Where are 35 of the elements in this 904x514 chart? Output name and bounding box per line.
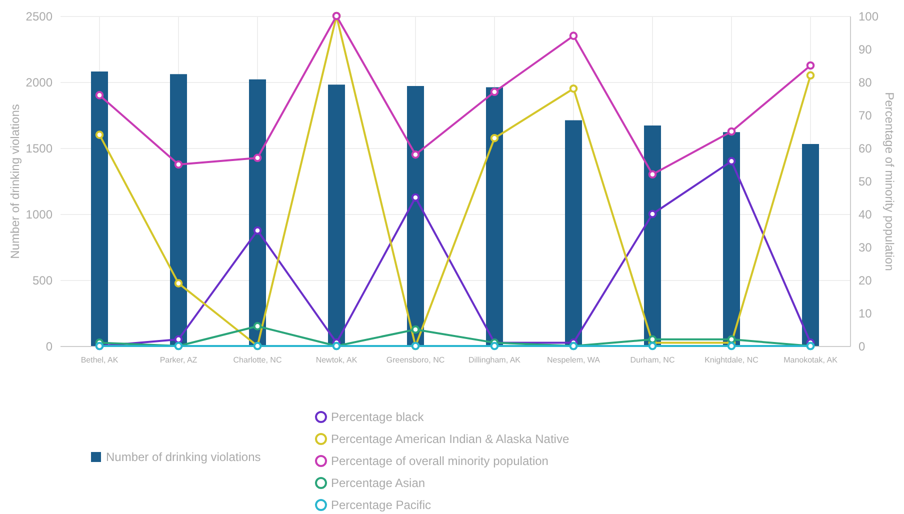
legend-label: Percentage Pacific — [331, 498, 432, 512]
y-tick-label: 500 — [32, 274, 53, 288]
y2-tick-label: 70 — [858, 108, 872, 122]
y2-tick-label: 10 — [858, 306, 872, 320]
y2-tick-label: 40 — [858, 208, 872, 222]
y-tick-label: 2500 — [26, 10, 53, 24]
legend-label: Percentage black — [331, 410, 425, 424]
y-tick-label: 1500 — [26, 142, 53, 156]
legend-label: Number of drinking violations — [106, 450, 261, 464]
y-tick-label: 2000 — [26, 76, 53, 90]
y2-tick-label: 0 — [858, 340, 866, 354]
y-tick-label: 1000 — [26, 208, 53, 222]
y-tick-label: 0 — [46, 340, 53, 354]
x-tick-label: Parker, AZ — [160, 356, 198, 364]
x-tick-label: Knightdale, NC — [704, 356, 759, 364]
x-tick-label: Durham, NC — [630, 356, 675, 364]
y-axis-title: Number of drinking violations — [8, 104, 22, 259]
x-tick-label: Greensboro, NC — [386, 356, 445, 364]
x-tick-label: Newtok, AK — [316, 356, 358, 364]
y2-tick-label: 80 — [858, 76, 872, 90]
legend-label: Percentage of overall minority population — [331, 454, 548, 468]
y2-axis-title: Percentage of minority population — [882, 92, 897, 271]
y2-tick-label: 60 — [858, 142, 872, 156]
y2-tick-label: 100 — [858, 10, 879, 24]
y2-tick-label: 50 — [858, 174, 872, 188]
y2-tick-label: 20 — [858, 274, 872, 288]
x-tick-label: Nespelem, WA — [546, 356, 601, 364]
y2-tick-label: 90 — [858, 42, 872, 56]
x-tick-label: Bethel, AK — [80, 356, 119, 364]
legend-label: Percentage Asian — [331, 476, 426, 490]
x-tick-label: Dillingham, AK — [468, 356, 522, 364]
x-tick-label: Charlotte, NC — [233, 356, 282, 364]
legend-label: Percentage American Indian & Alaska Native — [331, 432, 570, 446]
y2-tick-label: 30 — [858, 240, 872, 254]
x-tick-label: Manokotak, AK — [784, 356, 838, 364]
